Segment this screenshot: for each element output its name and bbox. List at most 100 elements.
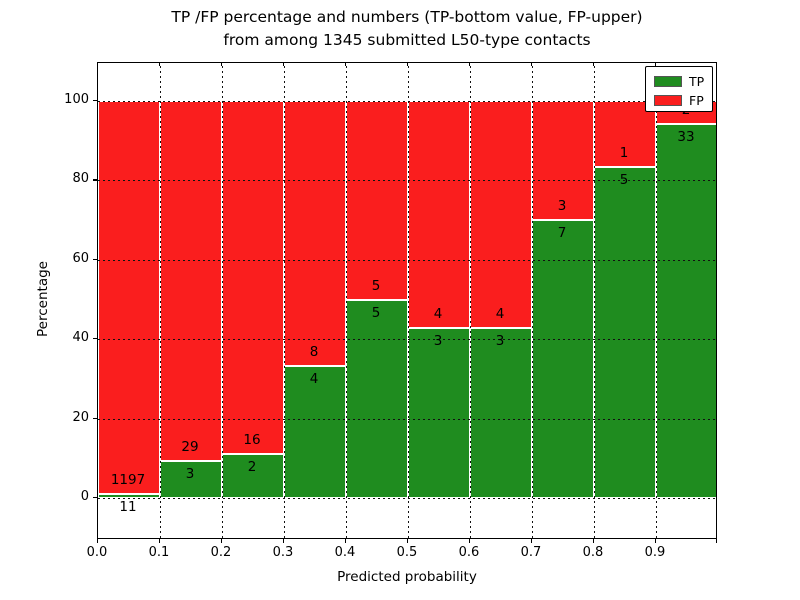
legend-label-fp: FP xyxy=(689,93,704,108)
bar-value-label-fp: 5 xyxy=(371,277,381,294)
y-tick-label: 40 xyxy=(72,330,89,346)
x-tick-label: 0.5 xyxy=(396,545,418,560)
legend-swatch-tp-icon xyxy=(654,76,682,87)
bar-value-label-fp: 1197 xyxy=(110,472,146,489)
x-tick-label: 0.2 xyxy=(210,545,232,560)
bar-segment-tp xyxy=(346,299,408,498)
x-tick-label: 0.6 xyxy=(458,545,480,560)
x-tick xyxy=(407,62,409,66)
x-tick-label: 0.7 xyxy=(520,545,542,560)
x-tick-label: 0.3 xyxy=(272,545,294,560)
gridline-h xyxy=(98,180,716,182)
bar-segment-tp xyxy=(470,327,532,498)
gridline-h xyxy=(98,101,716,102)
bar-segment-tp xyxy=(98,494,160,498)
bar-value-label-fp: 4 xyxy=(495,305,505,322)
x-tick-label: 0.9 xyxy=(644,545,666,560)
x-tick-label: 0.4 xyxy=(334,545,356,560)
bar-value-label-tp: 5 xyxy=(371,304,381,321)
chart-title-line1: TP /FP percentage and numbers (TP-bottom… xyxy=(171,8,643,26)
legend-item-tp: TP xyxy=(654,72,712,91)
bar-segment-fp xyxy=(284,101,346,366)
x-tick xyxy=(159,539,161,543)
bar-value-label-tp: 3 xyxy=(495,332,505,349)
legend: TP FP xyxy=(645,66,713,112)
x-axis-label: Predicted probability xyxy=(337,569,477,585)
y-tick-label: 0 xyxy=(80,489,89,504)
y-tick-label: 20 xyxy=(72,409,89,425)
bar-value-label-fp: 29 xyxy=(181,438,199,455)
x-tick xyxy=(531,539,533,543)
bar-segment-fp xyxy=(160,101,222,461)
bar-segment-fp xyxy=(222,101,284,454)
y-axis-label: Percentage xyxy=(35,261,51,337)
x-tick xyxy=(283,62,285,66)
bar-value-label-tp: 33 xyxy=(677,128,695,145)
gridline-v xyxy=(656,63,657,538)
bar-value-label-tp: 5 xyxy=(619,172,629,189)
gridline-v xyxy=(408,63,409,538)
y-tick xyxy=(93,417,97,419)
x-tick xyxy=(469,539,471,543)
x-tick xyxy=(531,62,533,66)
bar-value-label-fp: 8 xyxy=(309,343,319,360)
x-tick xyxy=(345,62,347,66)
legend-label-tp: TP xyxy=(689,74,705,89)
bar-segment-tp xyxy=(284,365,346,498)
x-tick xyxy=(97,62,99,66)
bar-value-label-fp: 1 xyxy=(619,145,629,162)
y-tick xyxy=(93,497,97,499)
gridline-h xyxy=(98,498,716,499)
bar-segment-tp xyxy=(532,220,594,498)
bar-segment-fp xyxy=(594,101,656,168)
gridline-h xyxy=(98,418,716,420)
bar-value-label-fp: 4 xyxy=(433,305,443,322)
bar-value-label-tp: 3 xyxy=(185,465,195,482)
plot-area xyxy=(97,62,717,539)
x-tick xyxy=(655,62,657,66)
bar-segment-fp xyxy=(408,101,470,328)
gridline-v xyxy=(160,63,161,538)
x-tick xyxy=(221,62,223,66)
x-tick xyxy=(407,539,409,543)
x-tick xyxy=(283,539,285,543)
x-tick xyxy=(97,539,99,543)
bar-segment-fp xyxy=(470,101,532,328)
bar-value-label-tp: 3 xyxy=(433,332,443,349)
legend-item-fp: FP xyxy=(654,91,712,110)
gridline-v xyxy=(594,63,595,538)
x-tick xyxy=(593,62,595,66)
bar-value-label-tp: 2 xyxy=(247,458,257,475)
y-tick-label: 100 xyxy=(64,92,89,107)
x-tick xyxy=(655,539,657,543)
bar-segment-fp xyxy=(532,101,594,221)
gridline-h xyxy=(98,259,716,261)
x-tick xyxy=(593,539,595,543)
bar-value-label-tp: 11 xyxy=(119,499,137,516)
x-tick xyxy=(716,539,718,543)
x-tick xyxy=(469,62,471,66)
chart-title-line2: from among 1345 submitted L50-type conta… xyxy=(223,31,591,49)
gridline-v xyxy=(470,63,471,538)
bar-segment-tp xyxy=(594,167,656,498)
y-tick xyxy=(93,179,97,181)
y-tick xyxy=(93,100,97,102)
gridline-v xyxy=(346,63,347,538)
gridline-h xyxy=(98,339,716,341)
x-tick xyxy=(159,62,161,66)
gridline-v xyxy=(532,63,533,538)
x-tick-label: 0.0 xyxy=(86,545,108,560)
bar-segment-tp xyxy=(408,327,470,498)
y-tick-label: 60 xyxy=(72,250,89,266)
x-tick xyxy=(221,539,223,543)
y-tick xyxy=(93,258,97,260)
x-tick-label: 0.1 xyxy=(148,545,170,560)
y-tick xyxy=(93,338,97,340)
legend-swatch-fp-icon xyxy=(654,95,682,106)
x-tick xyxy=(345,539,347,543)
bar-value-label-tp: 4 xyxy=(309,370,319,387)
bar-segment-tp xyxy=(222,453,284,498)
gridline-v xyxy=(222,63,223,538)
bar-segment-fp xyxy=(346,101,408,300)
